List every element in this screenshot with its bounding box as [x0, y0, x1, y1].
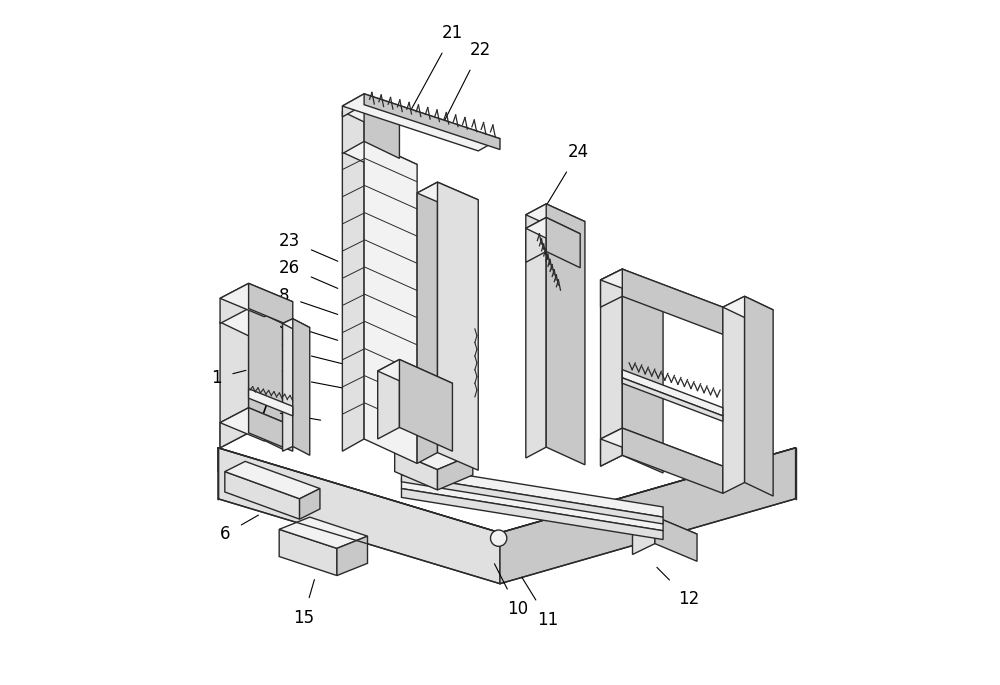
Polygon shape — [225, 462, 320, 499]
Text: 21: 21 — [410, 25, 463, 112]
Text: 12: 12 — [657, 567, 699, 608]
Polygon shape — [220, 408, 293, 441]
Polygon shape — [342, 94, 500, 151]
Polygon shape — [622, 428, 723, 493]
Polygon shape — [655, 516, 697, 561]
Polygon shape — [622, 269, 663, 473]
Polygon shape — [622, 269, 723, 334]
Polygon shape — [723, 297, 745, 493]
Polygon shape — [401, 465, 663, 517]
Text: 8: 8 — [279, 287, 338, 314]
Text: 10: 10 — [494, 564, 528, 618]
Polygon shape — [601, 269, 723, 318]
Polygon shape — [437, 455, 473, 490]
Polygon shape — [632, 516, 655, 554]
Polygon shape — [342, 99, 364, 153]
Polygon shape — [546, 217, 580, 268]
Polygon shape — [526, 204, 546, 458]
Polygon shape — [220, 307, 283, 338]
Polygon shape — [601, 428, 622, 466]
Polygon shape — [283, 319, 310, 332]
Polygon shape — [622, 378, 723, 421]
Polygon shape — [401, 478, 663, 531]
Polygon shape — [283, 319, 293, 451]
Polygon shape — [249, 284, 293, 327]
Polygon shape — [378, 360, 399, 439]
Polygon shape — [745, 297, 773, 496]
Text: 26: 26 — [279, 259, 338, 288]
Polygon shape — [220, 284, 293, 316]
Polygon shape — [220, 408, 249, 448]
Text: 7: 7 — [259, 401, 321, 420]
Polygon shape — [218, 448, 500, 584]
Polygon shape — [342, 140, 364, 451]
Polygon shape — [342, 94, 364, 117]
Text: 5: 5 — [279, 314, 338, 340]
Polygon shape — [220, 307, 249, 448]
Text: 23: 23 — [279, 232, 338, 261]
Polygon shape — [417, 182, 478, 211]
Polygon shape — [526, 217, 580, 245]
Polygon shape — [601, 269, 622, 307]
Text: 1: 1 — [211, 369, 246, 387]
Text: 22: 22 — [444, 41, 491, 123]
Text: 6: 6 — [220, 515, 258, 543]
Polygon shape — [601, 269, 663, 298]
Polygon shape — [279, 530, 337, 575]
Polygon shape — [401, 475, 663, 524]
Polygon shape — [632, 516, 697, 545]
Polygon shape — [225, 471, 300, 519]
Polygon shape — [342, 140, 417, 177]
Polygon shape — [526, 217, 546, 262]
Polygon shape — [395, 451, 437, 490]
Polygon shape — [249, 307, 283, 449]
Polygon shape — [417, 182, 437, 464]
Polygon shape — [500, 448, 796, 584]
Polygon shape — [364, 94, 500, 149]
Polygon shape — [601, 428, 723, 477]
Text: 11: 11 — [522, 577, 559, 629]
Polygon shape — [249, 408, 293, 451]
Circle shape — [490, 530, 507, 547]
Text: 24: 24 — [539, 143, 589, 218]
Polygon shape — [300, 488, 320, 519]
Polygon shape — [437, 182, 478, 470]
Polygon shape — [364, 99, 399, 158]
Polygon shape — [526, 204, 585, 232]
Polygon shape — [364, 140, 417, 464]
Polygon shape — [723, 297, 773, 321]
Polygon shape — [395, 436, 473, 469]
Polygon shape — [601, 269, 622, 466]
Polygon shape — [622, 370, 723, 416]
Polygon shape — [293, 319, 310, 456]
Polygon shape — [401, 488, 663, 540]
Text: 15: 15 — [293, 580, 314, 627]
Polygon shape — [342, 99, 399, 129]
Polygon shape — [546, 204, 585, 465]
Polygon shape — [220, 284, 249, 323]
Polygon shape — [279, 517, 368, 549]
Text: 14: 14 — [279, 369, 358, 391]
Polygon shape — [337, 536, 368, 575]
Polygon shape — [249, 388, 293, 416]
Polygon shape — [399, 360, 452, 451]
Text: 13: 13 — [279, 342, 358, 368]
Polygon shape — [218, 448, 796, 556]
Polygon shape — [378, 360, 452, 395]
